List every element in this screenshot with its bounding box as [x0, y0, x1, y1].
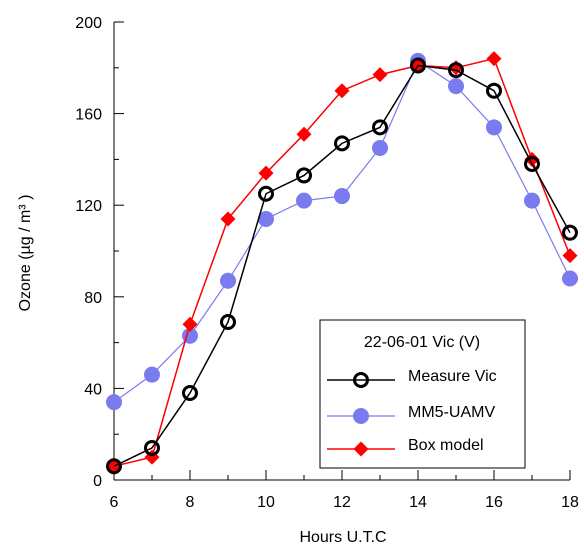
x-tick-label: 18 — [561, 494, 579, 511]
data-point — [106, 458, 122, 475]
data-point — [144, 366, 160, 383]
data-point — [144, 439, 160, 456]
x-tick-label: 12 — [333, 494, 351, 511]
legend-label: MM5-UAMV — [408, 404, 495, 421]
series-layer — [106, 51, 578, 475]
legend-label: Box model — [408, 437, 484, 454]
legend-entries: Measure Vic MM5-UAMV Box model — [327, 368, 497, 457]
x-tick-label: 10 — [257, 494, 275, 511]
x-tick-label: 8 — [186, 494, 195, 511]
legend-label: Measure Vic — [408, 368, 497, 385]
data-point — [448, 62, 464, 79]
data-point — [372, 139, 388, 156]
data-point — [524, 155, 540, 172]
data-point — [372, 67, 388, 83]
x-tick-label: 14 — [409, 494, 427, 511]
ticks: 6 8 10 12 14 16 18 0 40 80 120 160 200 — [75, 15, 579, 511]
data-point — [258, 185, 274, 202]
data-point — [410, 57, 426, 74]
data-point — [562, 224, 578, 241]
y-tick-label: 0 — [93, 473, 102, 490]
data-point — [296, 192, 312, 209]
series-line — [113, 64, 571, 467]
legend-marker — [353, 372, 369, 388]
legend-entry: Box model — [327, 437, 484, 457]
data-point — [524, 192, 540, 209]
legend-marker — [353, 408, 369, 424]
data-point — [486, 82, 502, 99]
data-point — [220, 313, 236, 330]
data-point — [486, 51, 502, 67]
data-point — [258, 210, 274, 227]
x-axis-title: Hours U.T.C — [299, 529, 386, 545]
data-point — [296, 167, 312, 184]
data-point — [334, 188, 350, 205]
y-tick-label: 80 — [84, 290, 102, 307]
data-point — [182, 384, 198, 401]
data-point — [448, 78, 464, 95]
data-point — [334, 135, 350, 152]
data-point — [486, 119, 502, 136]
y-tick-label: 160 — [75, 107, 102, 124]
legend-box — [319, 319, 526, 469]
y-axis-title: Ozone (µg / m³ ) — [17, 195, 34, 312]
data-point — [562, 248, 578, 264]
y-tick-label: 200 — [75, 15, 102, 32]
data-point — [182, 316, 198, 332]
legend-marker — [353, 441, 369, 457]
y-tick-label: 40 — [84, 381, 102, 398]
x-tick-label: 16 — [485, 494, 503, 511]
data-point — [562, 270, 578, 287]
data-point — [220, 211, 236, 227]
series-measure-vic — [106, 57, 578, 475]
data-point — [334, 83, 350, 99]
data-point — [220, 272, 236, 289]
legend-entry: Measure Vic — [327, 368, 497, 388]
legend: 22-06-01 Vic (V) Measure Vic MM5-UAMV Box … — [319, 319, 526, 469]
data-point — [258, 165, 274, 181]
legend-title: 22-06-01 Vic (V) — [364, 334, 480, 351]
y-tick-label: 120 — [75, 198, 102, 215]
data-point — [372, 119, 388, 136]
data-point — [106, 394, 122, 411]
series-mm5-uamv — [106, 52, 578, 411]
x-tick-label: 6 — [110, 494, 119, 511]
data-point — [296, 126, 312, 142]
legend-entry: MM5-UAMV — [327, 404, 495, 424]
